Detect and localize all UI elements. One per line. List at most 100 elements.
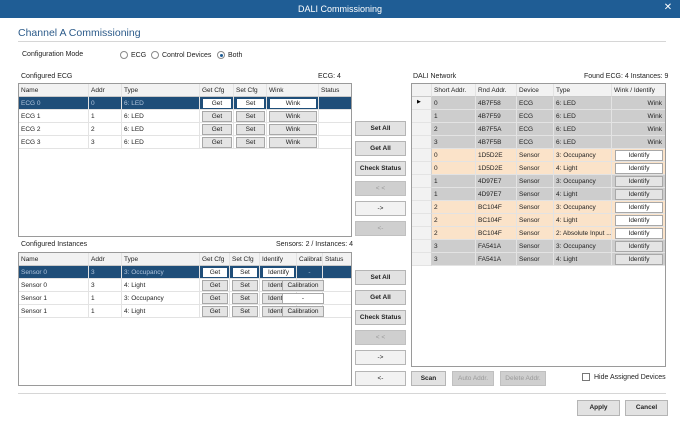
- table-row[interactable]: Sensor 0 3 4: Light Get Set Identify Cal…: [19, 279, 351, 292]
- move-left-ecg-button[interactable]: <-: [355, 221, 406, 236]
- get-config-button[interactable]: Get: [202, 137, 232, 148]
- table-row[interactable]: Sensor 1 1 3: Occupancy Get Set Identify…: [19, 292, 351, 305]
- mode-radio-control-devices[interactable]: Control Devices: [151, 51, 211, 59]
- table-row[interactable]: 2 BC104F Sensor 3: Occupancy Identify: [412, 201, 665, 214]
- set-config-button[interactable]: Set: [236, 124, 265, 135]
- delete-address-button[interactable]: Delete Addr.: [500, 371, 546, 386]
- identify-button[interactable]: Identify: [615, 163, 663, 174]
- set-config-button[interactable]: Set: [236, 111, 265, 122]
- wink-button[interactable]: Wink: [269, 111, 317, 122]
- get-config-button[interactable]: Get: [202, 306, 228, 317]
- col-header[interactable]: Status: [323, 253, 351, 266]
- col-header[interactable]: Status: [319, 84, 351, 97]
- move-all-left-ecg-button[interactable]: < <: [355, 181, 406, 196]
- col-header[interactable]: Type: [122, 84, 200, 97]
- set-config-button[interactable]: Set: [236, 137, 265, 148]
- identify-button[interactable]: Identify: [615, 241, 663, 252]
- col-header[interactable]: Name: [19, 253, 89, 266]
- col-header[interactable]: Addr: [89, 84, 122, 97]
- col-header[interactable]: Short Addr.: [432, 84, 476, 97]
- calibration-button[interactable]: Calibration: [282, 280, 324, 291]
- table-row[interactable]: 3 4B7F5B ECG 6: LED Wink: [412, 136, 665, 149]
- set-all-instances-button[interactable]: Set All: [355, 270, 406, 285]
- table-row[interactable]: ECG 0 0 6: LED Get Set Wink: [19, 97, 351, 110]
- table-row[interactable]: 1 4D97E7 Sensor 3: Occupancy Identify: [412, 175, 665, 188]
- identify-button[interactable]: Identify: [615, 189, 663, 200]
- calibration-button[interactable]: Calibration: [282, 306, 324, 317]
- check-status-instances-button[interactable]: Check Status: [355, 310, 406, 325]
- col-header[interactable]: Get Cfg: [200, 253, 230, 266]
- col-header[interactable]: Set Cfg: [230, 253, 260, 266]
- wink-action[interactable]: Wink: [612, 110, 665, 123]
- set-config-button[interactable]: Set: [232, 293, 258, 304]
- table-row[interactable]: Sensor 0 3 3: Occupancy - Get Set Identi…: [19, 266, 351, 279]
- table-row[interactable]: Sensor 1 1 4: Light Get Set Identify Cal…: [19, 305, 351, 318]
- mode-radio-both[interactable]: Both: [217, 51, 242, 59]
- get-config-button[interactable]: Get: [202, 111, 232, 122]
- col-header[interactable]: Wink: [267, 84, 319, 97]
- mode-radio-ecg[interactable]: ECG: [120, 51, 146, 59]
- cancel-button[interactable]: Cancel: [625, 400, 668, 416]
- table-row[interactable]: 0 1D5D2E Sensor 4: Light Identify: [412, 162, 665, 175]
- set-config-button[interactable]: Set: [232, 280, 258, 291]
- get-all-instances-button[interactable]: Get All: [355, 290, 406, 305]
- set-config-button[interactable]: Set: [232, 267, 258, 278]
- identify-button[interactable]: Identify: [615, 202, 663, 213]
- set-all-ecg-button[interactable]: Set All: [355, 121, 406, 136]
- identify-button[interactable]: Identify: [615, 228, 663, 239]
- get-config-button[interactable]: Get: [202, 98, 232, 109]
- get-config-button[interactable]: Get: [202, 267, 228, 278]
- table-row[interactable]: 2 BC104F Sensor 4: Light Identify: [412, 214, 665, 227]
- wink-action[interactable]: Wink: [612, 97, 665, 110]
- check-status-ecg-button[interactable]: Check Status: [355, 161, 406, 176]
- table-row[interactable]: 0 1D5D2E Sensor 3: Occupancy Identify: [412, 149, 665, 162]
- col-header[interactable]: Device: [517, 84, 554, 97]
- table-row[interactable]: 1 4B7F59 ECG 6: LED Wink: [412, 110, 665, 123]
- get-config-button[interactable]: Get: [202, 124, 232, 135]
- hide-assigned-checkbox[interactable]: [582, 373, 590, 381]
- move-right-instances-button[interactable]: ->: [355, 350, 406, 365]
- wink-action[interactable]: Wink: [612, 136, 665, 149]
- wink-button[interactable]: Wink: [269, 98, 317, 109]
- wink-button[interactable]: Wink: [269, 124, 317, 135]
- close-icon[interactable]: ✕: [663, 2, 673, 13]
- table-row[interactable]: 2 4B7F5A ECG 6: LED Wink: [412, 123, 665, 136]
- wink-button[interactable]: Wink: [269, 137, 317, 148]
- get-config-button[interactable]: Get: [202, 293, 228, 304]
- apply-button[interactable]: Apply: [577, 400, 620, 416]
- scan-button[interactable]: Scan: [411, 371, 446, 386]
- move-all-left-instances-button[interactable]: < <: [355, 330, 406, 345]
- col-header[interactable]: Rnd Addr.: [476, 84, 517, 97]
- table-row[interactable]: ECG 1 1 6: LED Get Set Wink: [19, 110, 351, 123]
- get-config-button[interactable]: Get: [202, 280, 228, 291]
- identify-button[interactable]: Identify: [615, 176, 663, 187]
- col-header[interactable]: Identify: [260, 253, 297, 266]
- col-header[interactable]: Name: [19, 84, 89, 97]
- table-row[interactable]: 2 BC104F Sensor 2: Absolute Input ... Identi…: [412, 227, 665, 240]
- table-row[interactable]: 3 FA541A Sensor 3: Occupancy Identify: [412, 240, 665, 253]
- identify-button[interactable]: Identify: [262, 267, 295, 278]
- identify-button[interactable]: Identify: [615, 215, 663, 226]
- cell-short-addr: 2: [432, 214, 476, 227]
- table-row[interactable]: ECG 2 2 6: LED Get Set Wink: [19, 123, 351, 136]
- set-config-button[interactable]: Set: [232, 306, 258, 317]
- identify-button[interactable]: Identify: [615, 254, 663, 265]
- table-row[interactable]: 1 4D97E7 Sensor 4: Light Identify: [412, 188, 665, 201]
- col-header[interactable]: Set Cfg: [234, 84, 267, 97]
- col-header[interactable]: Get Cfg: [200, 84, 234, 97]
- wink-action[interactable]: Wink: [612, 123, 665, 136]
- identify-button[interactable]: Identify: [615, 150, 663, 161]
- table-row[interactable]: 3 FA541A Sensor 4: Light Identify: [412, 253, 665, 266]
- table-row[interactable]: ECG 3 3 6: LED Get Set Wink: [19, 136, 351, 149]
- set-config-button[interactable]: Set: [236, 98, 265, 109]
- col-header[interactable]: Type: [554, 84, 612, 97]
- get-all-ecg-button[interactable]: Get All: [355, 141, 406, 156]
- col-header[interactable]: Wink / Identify: [612, 84, 665, 97]
- col-header[interactable]: Type: [122, 253, 200, 266]
- col-header[interactable]: Addr: [89, 253, 122, 266]
- col-header[interactable]: Calibration: [297, 253, 323, 266]
- move-left-instances-button[interactable]: <-: [355, 371, 406, 386]
- move-right-ecg-button[interactable]: ->: [355, 201, 406, 216]
- auto-address-button[interactable]: Auto Addr.: [452, 371, 494, 386]
